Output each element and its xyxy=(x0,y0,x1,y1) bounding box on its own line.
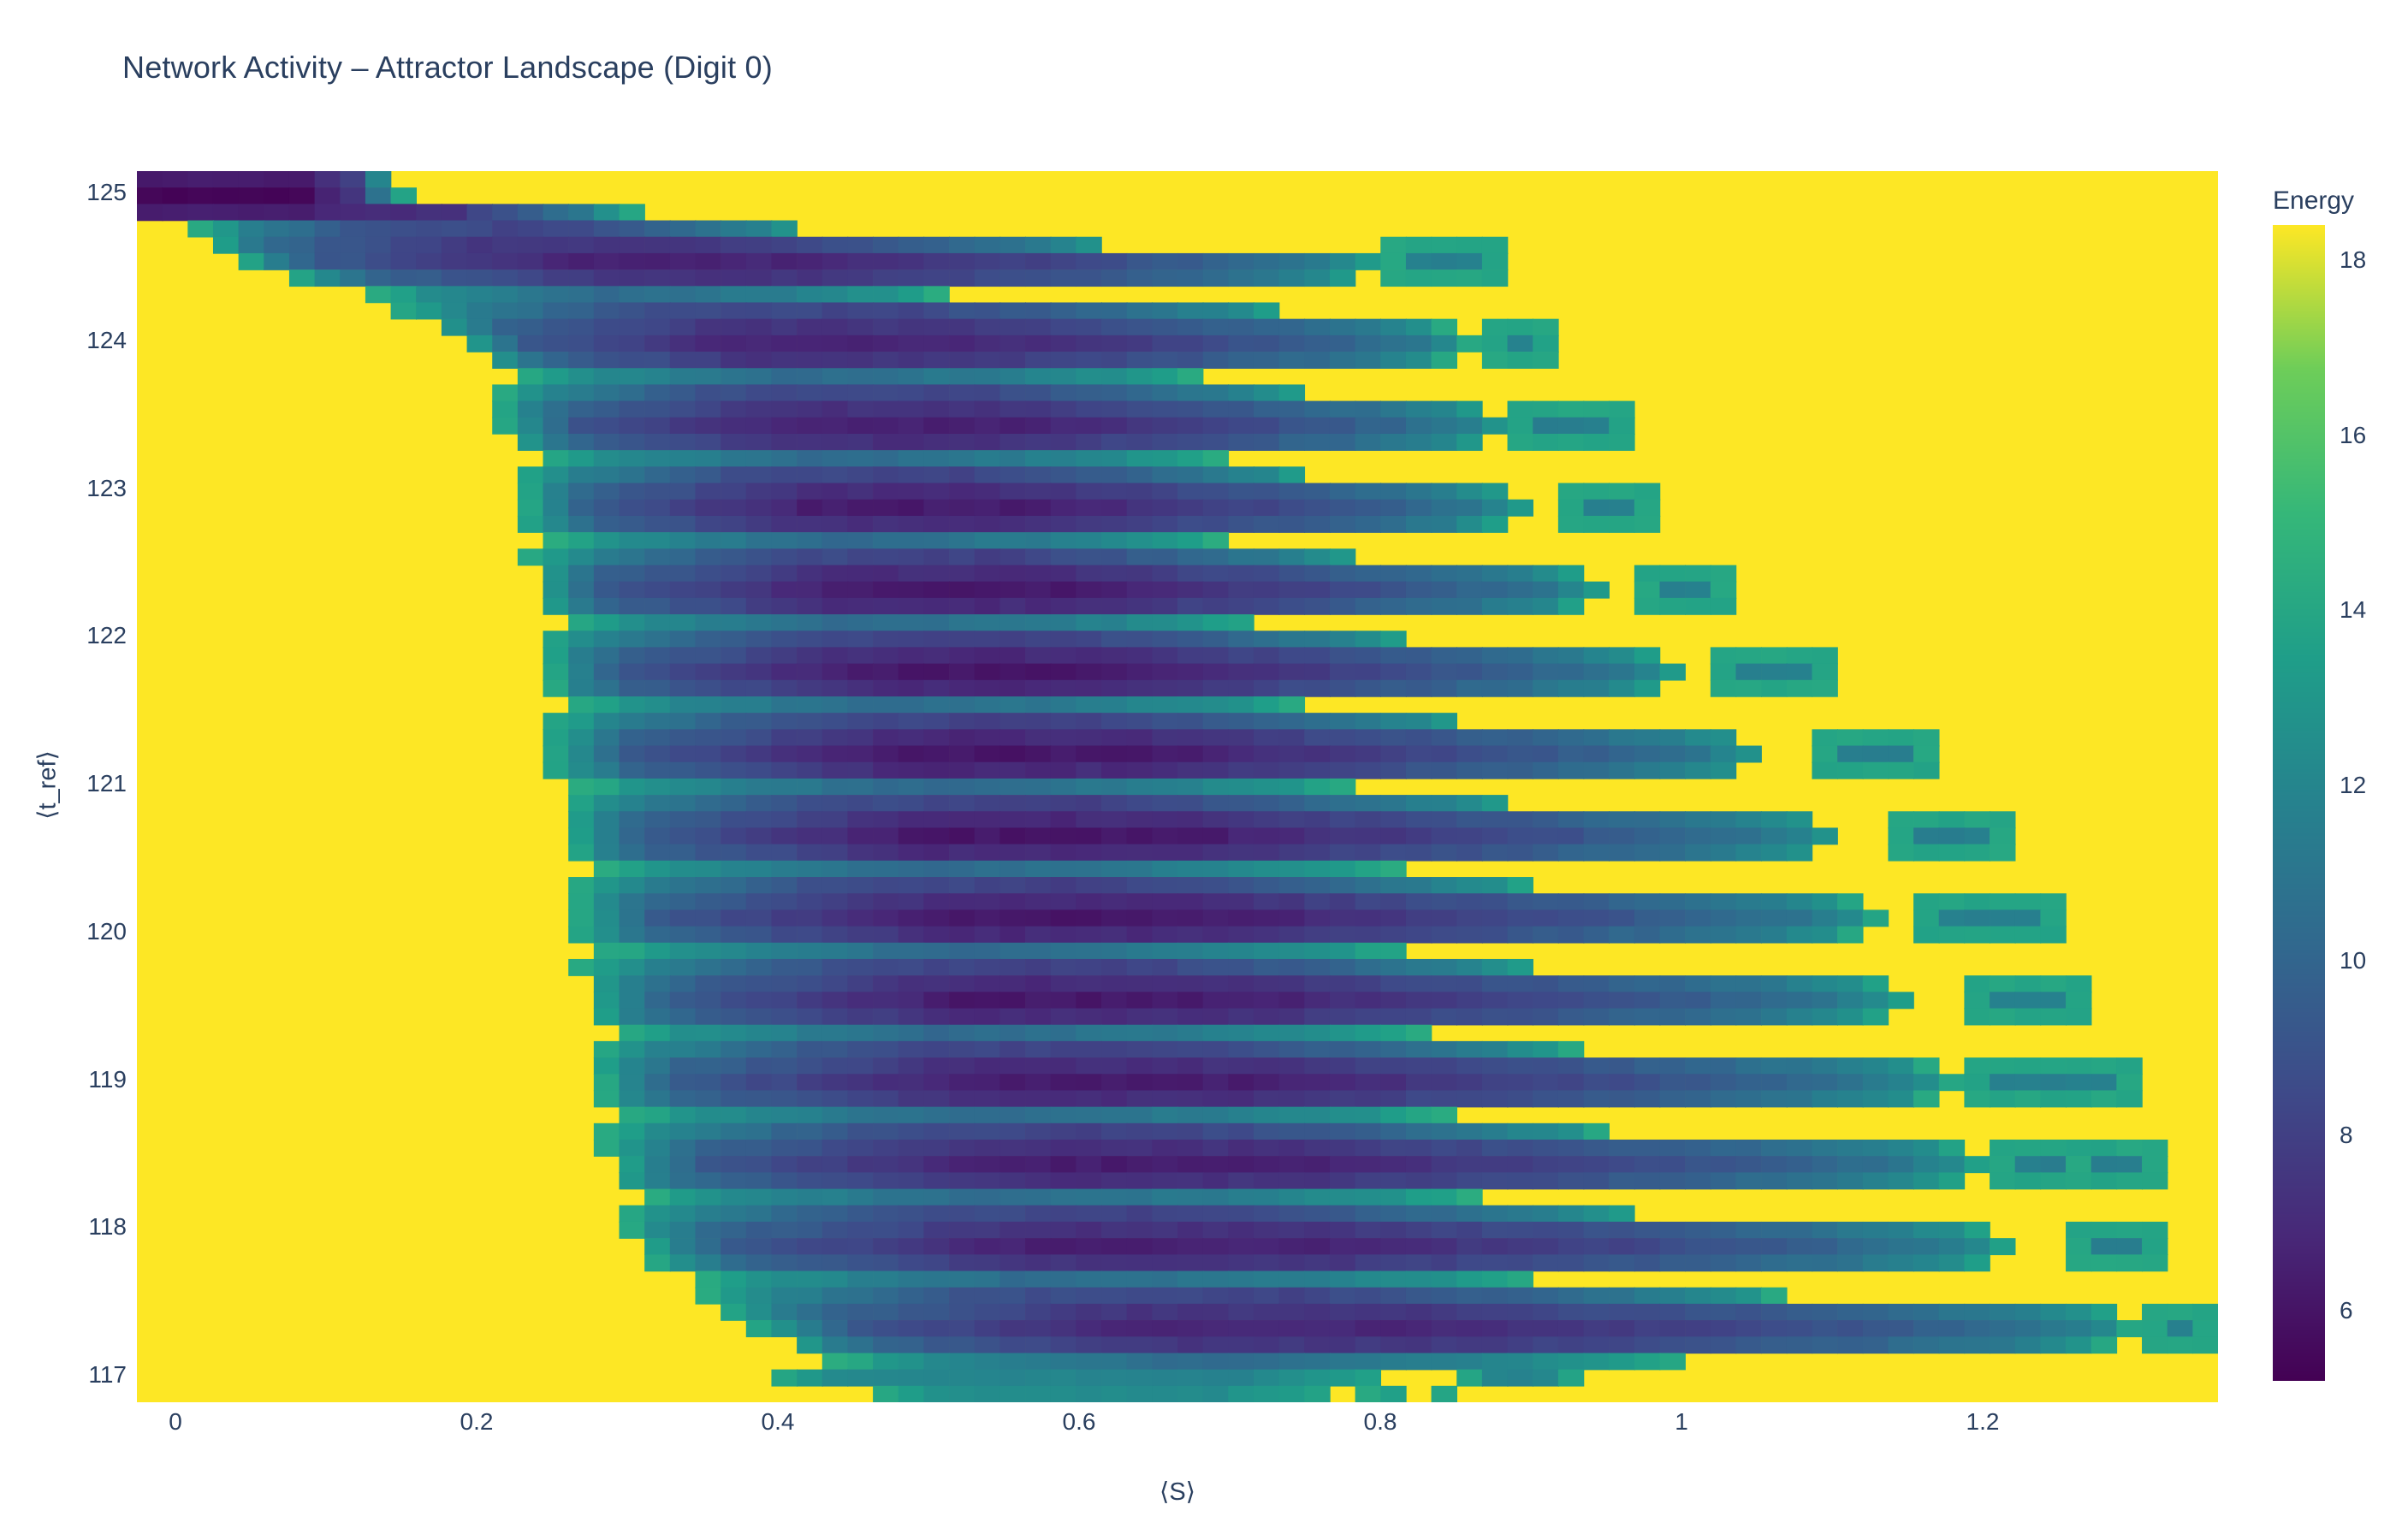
y-axis-title: ⟨t_ref⟩ xyxy=(33,750,62,820)
y-tick-label: 124 xyxy=(86,326,127,353)
y-tick-label: 119 xyxy=(88,1065,127,1093)
y-tick-label: 117 xyxy=(88,1361,127,1388)
x-tick-label: 0.6 xyxy=(1062,1408,1096,1435)
y-tick-label: 118 xyxy=(88,1213,127,1241)
x-tick-label: 0.8 xyxy=(1363,1408,1397,1435)
colorbar-tick-label: 10 xyxy=(2340,946,2367,974)
colorbar-tick-label: 12 xyxy=(2340,772,2367,799)
colorbar-tick-label: 6 xyxy=(2340,1297,2353,1324)
x-tick-label: 1.2 xyxy=(1966,1408,2000,1435)
y-tick-label: 121 xyxy=(86,770,127,797)
y-tick-label: 125 xyxy=(86,179,127,205)
colorbar-tick-label: 16 xyxy=(2340,421,2367,448)
colorbar-tick-label: 18 xyxy=(2340,246,2367,273)
x-tick-label: 0.2 xyxy=(460,1408,494,1435)
x-tick-label: 0 xyxy=(169,1408,182,1435)
x-tick-label: 0.4 xyxy=(761,1408,795,1435)
chart-title: Network Activity – Attractor Landscape (… xyxy=(122,50,773,85)
colorbar-tick-label: 8 xyxy=(2340,1122,2353,1149)
y-tick-label: 122 xyxy=(86,622,127,649)
x-axis-title: ⟨S⟩ xyxy=(1159,1478,1195,1506)
colorbar-tick-label: 14 xyxy=(2340,596,2367,624)
x-tick-label: 1 xyxy=(1675,1408,1688,1435)
heatmap-canvas[interactable] xyxy=(137,171,2218,1402)
colorbar-gradient xyxy=(2273,225,2325,1381)
y-tick-label: 120 xyxy=(86,917,127,945)
y-tick-label: 123 xyxy=(86,474,127,501)
colorbar-title: Energy xyxy=(2273,187,2355,215)
